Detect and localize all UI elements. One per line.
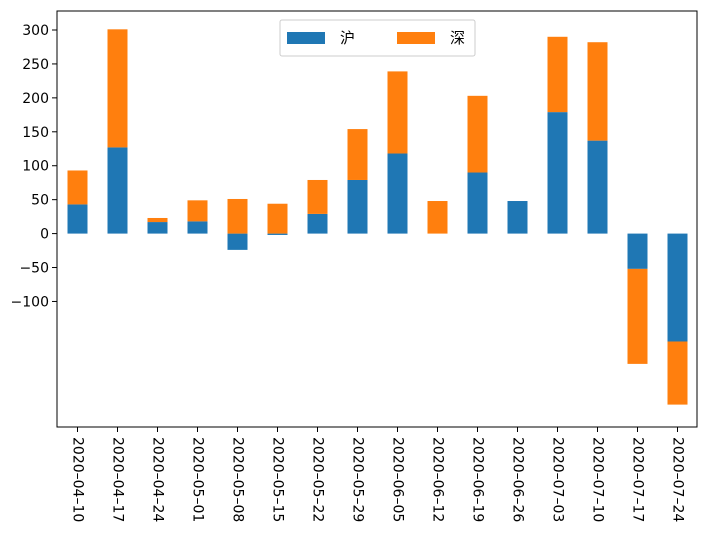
bar-shen-2020-07-24 — [667, 341, 688, 405]
x-tick-label: 2020–07–17 — [630, 437, 646, 522]
bar-hu-2020-04-17 — [107, 147, 128, 234]
bar-shen-2020-05-29 — [347, 129, 368, 180]
x-tick-label: 2020–06–12 — [430, 437, 446, 522]
y-tick-label: 100 — [22, 159, 49, 175]
y-axis: 300 250 200 150 100 50 0 −50 −100 — [11, 23, 57, 310]
x-tick-label: 2020–05–22 — [310, 437, 326, 522]
bar-shen-2020-07-17 — [627, 268, 648, 364]
plot-area-frame — [56, 10, 698, 428]
y-tick-label: 200 — [22, 91, 49, 107]
x-tick-label: 2020–05–08 — [230, 437, 246, 522]
x-tick-label: 2020–04–17 — [110, 437, 126, 522]
y-tick-label: 250 — [22, 57, 49, 73]
x-tick-label: 2020–06–26 — [510, 437, 526, 522]
y-tick-label: −50 — [19, 261, 49, 277]
bar-shen-2020-05-22 — [307, 179, 328, 214]
bar-shen-2020-07-10 — [587, 42, 608, 141]
x-tick-label: 2020–07–10 — [590, 437, 606, 522]
bar-hu-2020-04-10 — [67, 204, 88, 234]
x-tick-label: 2020–04–24 — [150, 437, 166, 522]
bar-hu-2020-05-22 — [307, 213, 328, 234]
bar-hu-2020-05-29 — [347, 179, 368, 234]
bar-hu-2020-07-24 — [667, 233, 688, 342]
legend-label-shen: 深 — [450, 29, 465, 47]
x-tick-label: 2020–05–01 — [190, 437, 206, 522]
x-axis: 2020–04–10 2020–04–17 2020–04–24 2020–05–01… — [70, 427, 686, 522]
y-tick-label: −100 — [11, 294, 49, 310]
bar-hu-2020-04-24 — [147, 222, 168, 234]
x-tick-label: 2020–07–24 — [670, 437, 686, 522]
y-tick-label: 150 — [22, 125, 49, 141]
bar-hu-2020-07-03 — [547, 112, 568, 234]
legend-frame — [279, 19, 476, 57]
y-tick-label: 50 — [31, 193, 49, 209]
bar-shen-2020-04-17 — [107, 29, 128, 148]
bar-shen-2020-05-15 — [267, 203, 288, 234]
x-tick-label: 2020–06–19 — [470, 437, 486, 522]
bar-hu-2020-06-26 — [507, 201, 528, 234]
bar-hu-2020-06-05 — [387, 153, 408, 234]
legend-swatch-hu — [287, 32, 325, 44]
bar-shen-2020-06-05 — [387, 71, 408, 154]
bar-shen-2020-05-08 — [227, 198, 248, 234]
x-tick-label: 2020–07–03 — [550, 437, 566, 522]
x-tick-label: 2020–04–10 — [70, 437, 86, 522]
bar-shen-2020-04-10 — [67, 170, 88, 205]
bar-hu-2020-05-01 — [187, 221, 208, 234]
bar-shen-2020-06-12 — [427, 201, 448, 234]
y-tick-label: 0 — [40, 227, 49, 243]
bar-shen-2020-04-24 — [147, 217, 168, 223]
x-tick-label: 2020–05–29 — [350, 437, 366, 522]
bar-shen-2020-06-19 — [467, 95, 488, 173]
legend: 沪 深 — [279, 19, 476, 57]
bar-hu-2020-06-19 — [467, 172, 488, 234]
bar-hu-2020-07-17 — [627, 233, 648, 269]
bars-group — [67, 29, 688, 405]
legend-swatch-shen — [397, 32, 435, 44]
y-tick-label: 300 — [22, 23, 49, 39]
bar-shen-2020-05-01 — [187, 200, 208, 222]
bar-hu-2020-07-10 — [587, 140, 608, 234]
bar-hu-2020-05-15 — [267, 233, 288, 235]
bar-shen-2020-07-03 — [547, 36, 568, 113]
bar-hu-2020-05-08 — [227, 233, 248, 250]
x-tick-label: 2020–05–15 — [270, 437, 286, 522]
legend-label-hu: 沪 — [340, 29, 355, 47]
x-tick-label: 2020–06–05 — [390, 437, 406, 522]
